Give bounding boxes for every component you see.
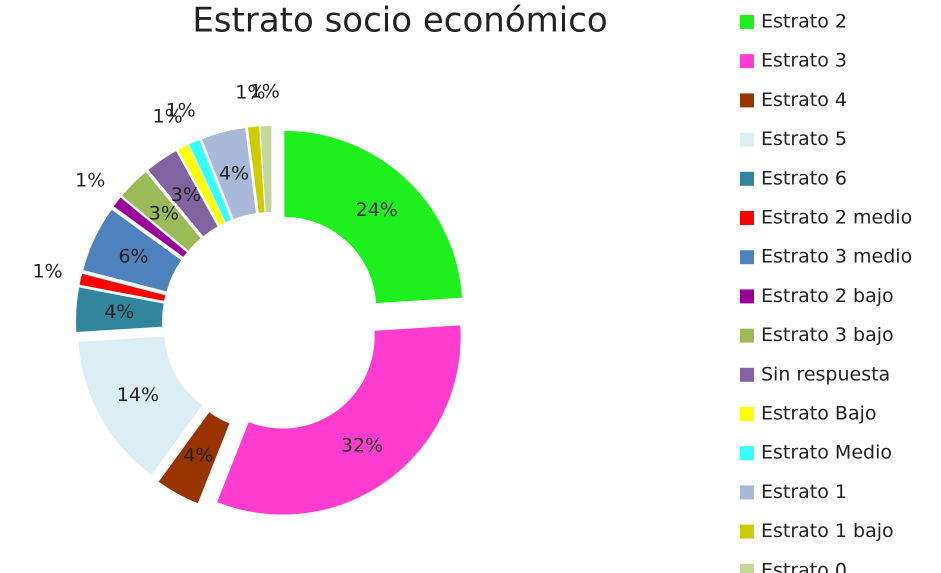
data-label: 14% — [117, 384, 159, 406]
legend-label: Estrato 3 bajo — [761, 324, 894, 346]
donut-slice — [189, 139, 231, 223]
legend-label: Estrato 3 medio — [761, 246, 912, 268]
legend-swatch — [740, 446, 754, 461]
legend-swatch — [740, 54, 754, 69]
donut-slice — [284, 130, 462, 304]
data-label: 3% — [171, 184, 201, 206]
data-label: 1% — [166, 99, 196, 121]
legend-label: Estrato Bajo — [761, 403, 877, 425]
legend-swatch — [740, 367, 754, 382]
legend-swatch — [740, 93, 754, 108]
legend-swatch — [740, 250, 754, 265]
data-label: 1% — [250, 81, 280, 103]
data-label: 4% — [219, 162, 249, 184]
legend-swatch — [740, 524, 754, 539]
data-label: 4% — [183, 445, 213, 467]
donut-slice — [76, 287, 164, 333]
data-label: 32% — [341, 434, 383, 456]
donut-slice — [260, 126, 272, 213]
legend-swatch — [740, 289, 754, 304]
legend-label: Estrato 2 — [761, 11, 847, 33]
donut-slice — [113, 197, 187, 257]
legend-label: Estrato 5 — [761, 128, 847, 150]
legend-swatch — [740, 563, 754, 573]
donut-slice — [178, 144, 225, 226]
legend-swatch — [740, 171, 754, 186]
legend-label: Estrato 3 — [761, 50, 847, 72]
legend-swatch — [740, 211, 754, 225]
legend-label: Estrato Medio — [761, 442, 892, 464]
legend-label: Estrato 1 — [761, 481, 847, 503]
donut-slice — [247, 126, 265, 213]
legend-label: Sin respuesta — [761, 363, 890, 385]
legend-swatch — [740, 15, 754, 29]
data-label: 1% — [75, 170, 105, 192]
legend-swatch — [740, 407, 754, 421]
donut-slice — [79, 273, 166, 301]
data-label: 6% — [118, 245, 148, 267]
data-label: 4% — [104, 301, 134, 323]
donut-slice — [122, 172, 201, 251]
donut-slice — [217, 325, 461, 515]
donut-slice — [148, 151, 218, 237]
legend-label: Estrato 0 — [761, 559, 847, 573]
legend-label: Estrato 4 — [761, 89, 847, 111]
legend-label: Estrato 6 — [761, 167, 847, 189]
legend-label: Estrato 1 bajo — [761, 520, 894, 542]
legend-label: Estrato 2 bajo — [761, 285, 894, 307]
data-label: 1% — [32, 260, 62, 282]
data-label: 3% — [149, 202, 179, 224]
legend-label: Estrato 2 medio — [761, 207, 912, 229]
legend-swatch — [740, 485, 754, 500]
data-label: 1% — [153, 106, 183, 128]
donut-slice — [83, 209, 182, 292]
donut-slice — [78, 336, 203, 475]
chart-title: Estrato socio económico — [192, 1, 607, 41]
data-label: 1% — [235, 82, 265, 104]
legend-swatch — [740, 132, 754, 147]
data-label: 24% — [356, 199, 398, 221]
donut-slice — [201, 127, 256, 220]
donut-slice — [158, 412, 230, 504]
legend-swatch — [740, 328, 754, 343]
